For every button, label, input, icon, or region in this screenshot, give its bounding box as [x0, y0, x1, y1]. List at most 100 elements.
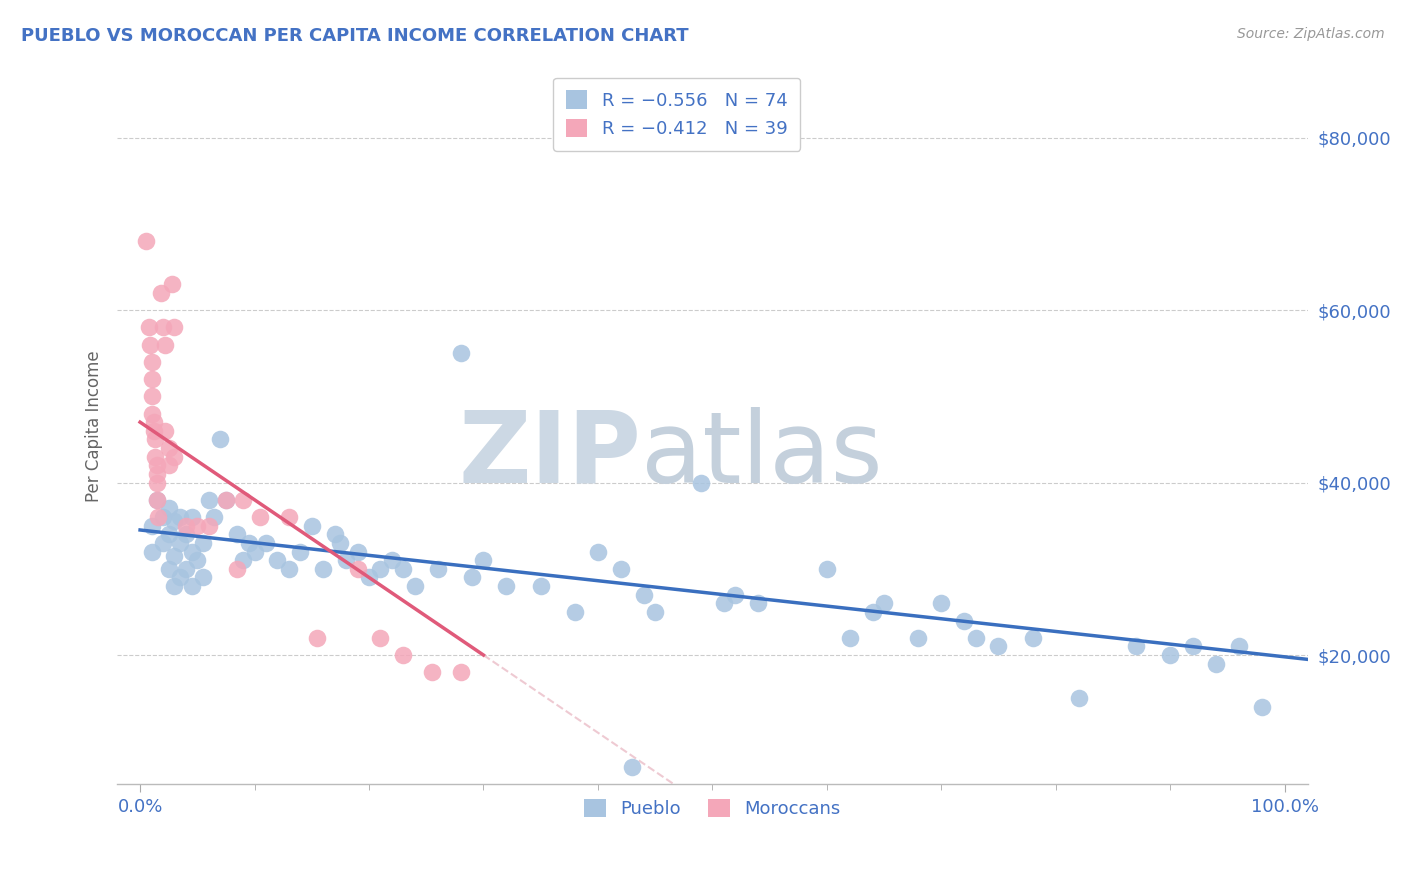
Point: [157, 441, 180, 455]
Point: [163, 514, 186, 528]
Point: [907, 631, 929, 645]
Point: [953, 614, 976, 628]
Point: [160, 277, 183, 292]
Point: [929, 596, 952, 610]
Point: [141, 389, 163, 403]
Point: [254, 536, 277, 550]
Point: [290, 544, 312, 558]
Point: [450, 346, 472, 360]
Point: [169, 510, 191, 524]
Point: [987, 640, 1010, 654]
Point: [690, 475, 713, 490]
Point: [163, 450, 186, 464]
Point: [197, 518, 219, 533]
Point: [157, 527, 180, 541]
Point: [197, 492, 219, 507]
Point: [180, 510, 202, 524]
Point: [186, 553, 208, 567]
Point: [143, 433, 166, 447]
Point: [141, 372, 163, 386]
Point: [191, 536, 214, 550]
Point: [277, 510, 299, 524]
Point: [266, 553, 288, 567]
Point: [965, 631, 987, 645]
Point: [180, 544, 202, 558]
Point: [238, 536, 260, 550]
Point: [644, 605, 666, 619]
Point: [329, 536, 352, 550]
Point: [142, 424, 165, 438]
Point: [713, 596, 735, 610]
Point: [312, 562, 335, 576]
Point: [724, 588, 747, 602]
Text: ZIP: ZIP: [458, 407, 641, 504]
Point: [472, 553, 495, 567]
Point: [747, 596, 769, 610]
Point: [301, 518, 323, 533]
Point: [815, 562, 838, 576]
Point: [152, 536, 174, 550]
Point: [873, 596, 896, 610]
Point: [149, 285, 172, 300]
Point: [141, 407, 163, 421]
Point: [141, 518, 163, 533]
Point: [862, 605, 884, 619]
Point: [209, 433, 232, 447]
Text: atlas: atlas: [641, 407, 883, 504]
Point: [1067, 691, 1090, 706]
Point: [152, 510, 174, 524]
Legend: Pueblo, Moroccans: Pueblo, Moroccans: [576, 792, 848, 825]
Point: [204, 510, 226, 524]
Point: [564, 605, 586, 619]
Point: [232, 553, 254, 567]
Point: [141, 544, 163, 558]
Point: [621, 760, 644, 774]
Y-axis label: Per Capita Income: Per Capita Income: [86, 351, 103, 502]
Point: [138, 320, 160, 334]
Point: [1022, 631, 1045, 645]
Point: [249, 510, 271, 524]
Point: [232, 492, 254, 507]
Point: [215, 492, 238, 507]
Point: [169, 570, 191, 584]
Point: [1250, 699, 1272, 714]
Point: [146, 492, 169, 507]
Point: [174, 518, 197, 533]
Point: [148, 510, 170, 524]
Point: [346, 562, 368, 576]
Point: [392, 562, 415, 576]
Point: [226, 562, 249, 576]
Point: [139, 337, 162, 351]
Point: [1205, 657, 1227, 671]
Point: [357, 570, 380, 584]
Point: [135, 234, 157, 248]
Point: [186, 518, 208, 533]
Point: [143, 450, 166, 464]
Point: [426, 562, 449, 576]
Point: [530, 579, 553, 593]
Point: [155, 337, 177, 351]
Point: [586, 544, 609, 558]
Point: [1159, 648, 1181, 662]
Point: [277, 562, 299, 576]
Point: [157, 562, 180, 576]
Point: [180, 579, 202, 593]
Point: [169, 536, 191, 550]
Point: [243, 544, 266, 558]
Point: [215, 492, 238, 507]
Point: [495, 579, 517, 593]
Point: [335, 553, 357, 567]
Point: [633, 588, 655, 602]
Point: [838, 631, 860, 645]
Point: [163, 579, 186, 593]
Point: [174, 527, 197, 541]
Point: [1182, 640, 1205, 654]
Point: [226, 527, 249, 541]
Point: [157, 501, 180, 516]
Point: [163, 549, 186, 563]
Point: [307, 631, 329, 645]
Point: [163, 320, 186, 334]
Point: [610, 562, 633, 576]
Point: [142, 415, 165, 429]
Point: [420, 665, 443, 680]
